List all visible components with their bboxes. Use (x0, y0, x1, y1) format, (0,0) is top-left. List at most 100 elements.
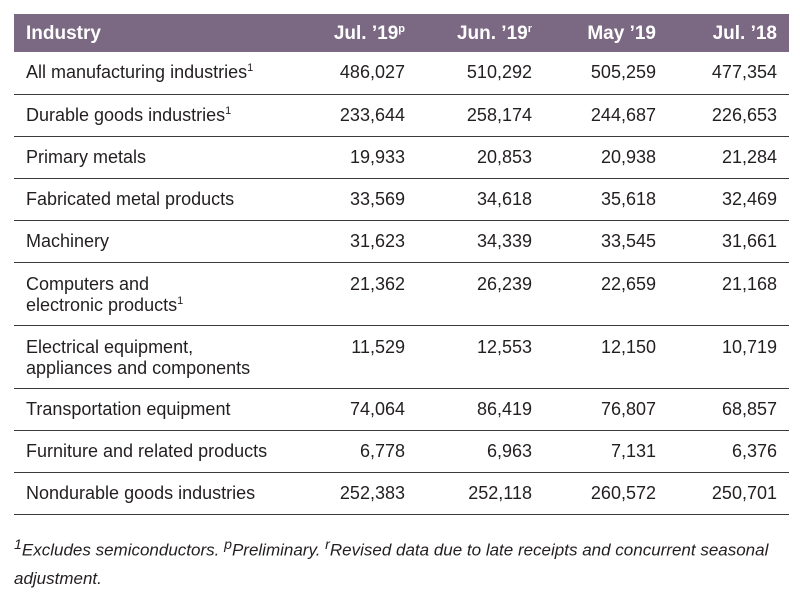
table-header-row: Industry Jul. ’19p Jun. ’19r May ’19 Jul… (14, 14, 789, 52)
footnote-marker: 1 (247, 62, 254, 75)
industry-label: All manufacturing industries1 (26, 62, 314, 83)
header-jun-19: Jun. ’19r (417, 14, 544, 52)
table-row: Computers and electronic products1 21,362 2… (14, 262, 789, 325)
header-jul-18: Jul. ’18 (712, 22, 777, 44)
industry-cell: Furniture and related products (14, 430, 314, 472)
value-cell: 244,687 (590, 104, 656, 125)
header-jul-19: Jul. ’19p (314, 14, 417, 52)
footnote-sup-1: 1 (14, 537, 22, 553)
value-cell: 32,469 (721, 188, 777, 209)
header-jun-19-sup: r (527, 22, 532, 35)
value-cell: 233,644 (339, 104, 405, 125)
industry-label: electronic products1 (26, 295, 314, 316)
value-cell: 505,259 (590, 62, 656, 83)
value-cell: 21,362 (349, 273, 405, 294)
value-cell: 10,719 (721, 336, 777, 357)
value-cell: 26,239 (476, 273, 532, 294)
value-cell: 33,545 (600, 230, 656, 251)
value-cell: 76,807 (600, 398, 656, 419)
table-body: All manufacturing industries1 486,027 510,… (14, 52, 789, 514)
value-cell: 34,339 (476, 230, 532, 251)
table-row: Furniture and related products 6,778 6,963… (14, 430, 789, 472)
industry-label: Fabricated metal products (26, 189, 314, 210)
industry-label-text: electronic products (26, 294, 178, 315)
industry-label: Transportation equipment (26, 399, 314, 420)
industry-label: Computers and (26, 274, 314, 295)
value-cell: 86,419 (476, 398, 532, 419)
value-cell: 21,284 (721, 146, 777, 167)
value-cell: 6,963 (486, 440, 532, 461)
value-cell: 250,701 (711, 482, 777, 503)
value-cell: 35,618 (600, 188, 656, 209)
value-cell: 11,529 (351, 336, 405, 357)
value-cell: 74,064 (349, 398, 405, 419)
table-row: Fabricated metal products 33,569 34,618 35,… (14, 178, 789, 220)
value-cell: 33,569 (349, 188, 405, 209)
footnote-sup-p: p (224, 537, 232, 553)
value-cell: 510,292 (466, 62, 532, 83)
footnote: 1Excludes semiconductors. pPreliminary. … (14, 531, 784, 593)
footnote-excludes: Excludes semiconductors. (21, 540, 225, 560)
value-cell: 22,659 (600, 273, 656, 294)
industry-label-text: Transportation equipment (26, 398, 231, 419)
industry-cell: Durable goods industries1 (14, 94, 314, 136)
value-cell: 252,383 (339, 482, 405, 503)
header-may-19: May ’19 (587, 22, 656, 44)
shipments-table: Industry Jul. ’19p Jun. ’19r May ’19 Jul… (14, 14, 789, 515)
value-cell: 260,572 (590, 482, 656, 503)
industry-cell: Computers and electronic products1 (14, 262, 314, 325)
value-cell: 12,150 (600, 336, 656, 357)
industry-label-text: Fabricated metal products (26, 188, 235, 209)
industry-label-text: All manufacturing industries (26, 62, 248, 83)
industry-label: Machinery (26, 231, 314, 252)
industry-label-text: Machinery (26, 230, 110, 251)
industry-label: Primary metals (26, 147, 314, 168)
header-jul-19-label: Jul. ’19 (333, 22, 399, 44)
industry-cell: Nondurable goods industries (14, 472, 314, 514)
industry-label-text: Electrical equipment, (26, 336, 194, 357)
footnote-marker: 1 (177, 294, 184, 307)
value-cell: 20,853 (476, 146, 532, 167)
value-cell: 20,938 (600, 146, 656, 167)
value-cell: 258,174 (466, 104, 532, 125)
value-cell: 226,653 (711, 104, 777, 125)
industry-cell: Transportation equipment (14, 388, 314, 430)
industry-cell: Electrical equipment, appliances and comp… (14, 325, 314, 388)
table-row: Machinery 31,623 34,339 33,545 31,661 (14, 220, 789, 262)
value-cell: 486,027 (339, 62, 405, 83)
footnote-preliminary: Preliminary. (231, 540, 326, 560)
value-cell: 19,933 (349, 146, 405, 167)
industry-label-text: Durable goods industries (26, 104, 226, 125)
value-cell: 12,553 (476, 336, 532, 357)
industry-cell: Machinery (14, 220, 314, 262)
footnote-marker: 1 (225, 104, 232, 117)
industry-label-text: Primary metals (26, 146, 147, 167)
industry-label: Nondurable goods industries (26, 483, 314, 504)
value-cell: 31,661 (721, 230, 777, 251)
header-jun-19-label: Jun. ’19 (456, 22, 528, 44)
table-row: Durable goods industries1 233,644 258,174 2… (14, 94, 789, 136)
value-cell: 34,618 (476, 188, 532, 209)
table-row: All manufacturing industries1 486,027 510,… (14, 52, 789, 94)
industry-label: appliances and components (26, 358, 314, 379)
industry-cell: Primary metals (14, 136, 314, 178)
industry-cell: All manufacturing industries1 (14, 52, 314, 94)
industry-label: Electrical equipment, (26, 337, 314, 358)
value-cell: 477,354 (711, 62, 777, 83)
industry-cell: Fabricated metal products (14, 178, 314, 220)
industry-label-text: appliances and components (26, 357, 251, 378)
table-row: Electrical equipment, appliances and comp… (14, 325, 789, 388)
header-industry: Industry (26, 22, 101, 44)
value-cell: 68,857 (721, 398, 777, 419)
footnote-revised: Revised data due to late receipts and co… (14, 540, 769, 588)
industry-label-text: Computers and (26, 273, 150, 294)
value-cell: 21,168 (721, 273, 777, 294)
header-jul-19-sup: p (398, 22, 405, 35)
table-row: Transportation equipment 74,064 86,419 76,8… (14, 388, 789, 430)
industry-label: Furniture and related products (26, 441, 314, 462)
industry-label-text: Furniture and related products (26, 440, 268, 461)
table-row: Nondurable goods industries 252,383 252,11… (14, 472, 789, 514)
value-cell: 6,778 (359, 440, 405, 461)
value-cell: 252,118 (468, 482, 532, 503)
industry-label-text: Nondurable goods industries (26, 482, 256, 503)
